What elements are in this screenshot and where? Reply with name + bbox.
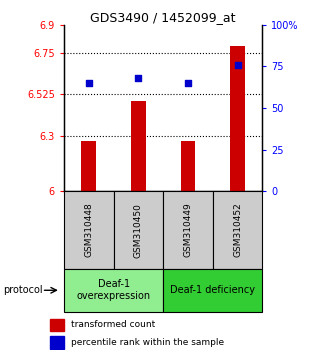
Text: Deaf-1 deficiency: Deaf-1 deficiency: [170, 285, 255, 295]
Bar: [213, 191, 262, 269]
Bar: [64, 191, 114, 269]
Bar: [50, 336, 64, 349]
Point: [136, 75, 141, 81]
Text: protocol: protocol: [3, 285, 43, 295]
Bar: [64, 269, 163, 312]
Point: [186, 80, 191, 86]
Text: Deaf-1
overexpression: Deaf-1 overexpression: [76, 279, 151, 301]
Bar: [50, 319, 64, 331]
Title: GDS3490 / 1452099_at: GDS3490 / 1452099_at: [91, 11, 236, 24]
Bar: [163, 269, 262, 312]
Text: percentile rank within the sample: percentile rank within the sample: [71, 338, 224, 347]
Bar: [180, 141, 196, 191]
Point: [235, 62, 240, 68]
Text: transformed count: transformed count: [71, 320, 155, 330]
Text: GSM310449: GSM310449: [183, 203, 193, 257]
Bar: [230, 46, 245, 191]
Bar: [81, 141, 96, 191]
Bar: [131, 102, 146, 191]
Point: [86, 80, 92, 86]
Text: GSM310452: GSM310452: [233, 203, 242, 257]
Bar: [163, 191, 213, 269]
Bar: [114, 191, 163, 269]
Text: GSM310448: GSM310448: [84, 203, 93, 257]
Text: GSM310450: GSM310450: [134, 202, 143, 258]
